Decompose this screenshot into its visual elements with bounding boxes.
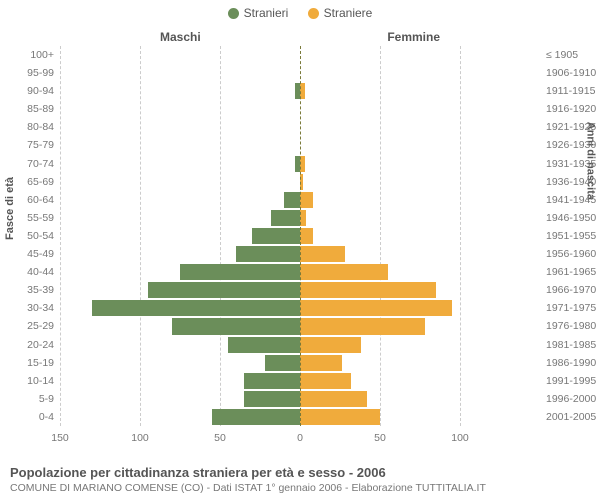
bar-male [92, 300, 300, 316]
legend-swatch-female [308, 8, 319, 19]
birth-year-label: 1986-1990 [546, 354, 600, 372]
age-label: 20-24 [4, 336, 54, 354]
age-label: 60-64 [4, 191, 54, 209]
legend: Stranieri Straniere [0, 6, 600, 22]
x-tick-label: 100 [131, 432, 149, 444]
side-title-female: Femmine [387, 30, 440, 44]
bar-male [180, 264, 300, 280]
bar-male [228, 337, 300, 353]
center-line [300, 46, 301, 426]
age-label: 100+ [4, 46, 54, 64]
birth-year-label: 1991-1995 [546, 372, 600, 390]
bar-female [300, 228, 313, 244]
legend-item-male: Stranieri [228, 6, 289, 20]
age-label: 90-94 [4, 82, 54, 100]
birth-year-label: 1931-1935 [546, 155, 600, 173]
side-title-male: Maschi [160, 30, 201, 44]
birth-year-label: 1996-2000 [546, 390, 600, 408]
plot-area: 15010050050100100+≤ 190595-991906-191090… [60, 46, 540, 444]
age-label: 75-79 [4, 136, 54, 154]
age-label: 65-69 [4, 173, 54, 191]
birth-year-label: 1951-1955 [546, 227, 600, 245]
birth-year-label: 1971-1975 [546, 299, 600, 317]
age-label: 5-9 [4, 390, 54, 408]
birth-year-label: ≤ 1905 [546, 46, 600, 64]
age-label: 15-19 [4, 354, 54, 372]
age-label: 45-49 [4, 245, 54, 263]
birth-year-label: 1911-1915 [546, 82, 600, 100]
bar-female [300, 355, 342, 371]
bar-female [300, 337, 361, 353]
footer-title: Popolazione per cittadinanza straniera p… [10, 465, 590, 480]
bar-female [300, 282, 436, 298]
bar-male [212, 409, 300, 425]
age-label: 95-99 [4, 64, 54, 82]
birth-year-label: 1956-1960 [546, 245, 600, 263]
bar-female [300, 318, 425, 334]
birth-year-label: 1981-1985 [546, 336, 600, 354]
bar-female [300, 409, 380, 425]
bar-male [236, 246, 300, 262]
birth-year-label: 1921-1925 [546, 118, 600, 136]
age-label: 40-44 [4, 263, 54, 281]
legend-label-female: Straniere [324, 6, 373, 20]
bar-male [284, 192, 300, 208]
bar-male [244, 391, 300, 407]
bar-female [300, 300, 452, 316]
age-label: 55-59 [4, 209, 54, 227]
age-label: 30-34 [4, 299, 54, 317]
population-pyramid-chart: Stranieri Straniere Maschi Femmine Fasce… [0, 0, 600, 500]
bar-female [300, 264, 388, 280]
age-label: 0-4 [4, 408, 54, 426]
bar-male [244, 373, 300, 389]
x-tick-label: 0 [297, 432, 303, 444]
birth-year-label: 2001-2005 [546, 408, 600, 426]
legend-item-female: Straniere [308, 6, 373, 20]
bar-female [300, 373, 351, 389]
birth-year-label: 1946-1950 [546, 209, 600, 227]
age-label: 35-39 [4, 281, 54, 299]
bar-female [300, 246, 345, 262]
x-tick-label: 150 [51, 432, 69, 444]
bar-female [300, 192, 313, 208]
age-label: 85-89 [4, 100, 54, 118]
age-label: 80-84 [4, 118, 54, 136]
bar-female [300, 391, 367, 407]
footer-subtitle: COMUNE DI MARIANO COMENSE (CO) - Dati IS… [10, 482, 590, 494]
legend-swatch-male [228, 8, 239, 19]
age-label: 50-54 [4, 227, 54, 245]
age-label: 10-14 [4, 372, 54, 390]
age-label: 25-29 [4, 317, 54, 335]
birth-year-label: 1936-1940 [546, 173, 600, 191]
birth-year-label: 1906-1910 [546, 64, 600, 82]
x-tick-label: 50 [374, 432, 386, 444]
legend-label-male: Stranieri [244, 6, 289, 20]
bar-male [271, 210, 300, 226]
birth-year-label: 1961-1965 [546, 263, 600, 281]
x-tick-label: 50 [214, 432, 226, 444]
birth-year-label: 1916-1920 [546, 100, 600, 118]
bar-male [148, 282, 300, 298]
footer: Popolazione per cittadinanza straniera p… [10, 465, 590, 494]
bar-male [172, 318, 300, 334]
birth-year-label: 1926-1930 [546, 136, 600, 154]
bar-male [265, 355, 300, 371]
birth-year-label: 1966-1970 [546, 281, 600, 299]
x-tick-label: 100 [451, 432, 469, 444]
bar-male [252, 228, 300, 244]
age-label: 70-74 [4, 155, 54, 173]
birth-year-label: 1941-1945 [546, 191, 600, 209]
birth-year-label: 1976-1980 [546, 317, 600, 335]
